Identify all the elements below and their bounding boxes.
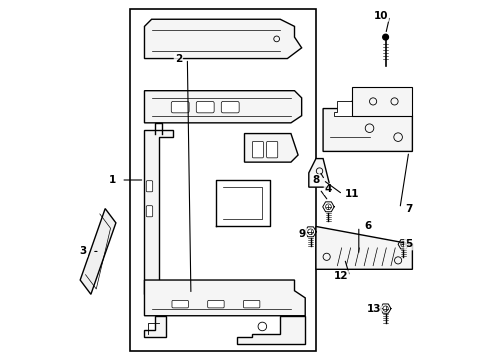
Text: 9: 9 [298, 229, 305, 239]
FancyBboxPatch shape [196, 102, 214, 113]
Polygon shape [144, 130, 173, 294]
Text: 11: 11 [344, 189, 358, 199]
Polygon shape [237, 316, 305, 344]
Text: 3: 3 [79, 247, 86, 256]
FancyBboxPatch shape [171, 102, 189, 113]
Polygon shape [333, 102, 351, 116]
Polygon shape [244, 134, 298, 162]
Text: 2: 2 [174, 54, 182, 64]
Polygon shape [351, 87, 411, 116]
Text: 13: 13 [366, 303, 380, 314]
Polygon shape [144, 280, 305, 316]
FancyBboxPatch shape [243, 300, 259, 308]
Polygon shape [315, 226, 411, 269]
FancyBboxPatch shape [207, 300, 224, 308]
Text: 8: 8 [312, 175, 319, 185]
Text: 7: 7 [404, 203, 412, 213]
FancyBboxPatch shape [252, 141, 263, 158]
Polygon shape [80, 208, 116, 294]
Text: 10: 10 [373, 11, 387, 21]
FancyBboxPatch shape [146, 206, 152, 217]
Text: 6: 6 [364, 221, 370, 231]
FancyBboxPatch shape [266, 141, 277, 158]
Text: 5: 5 [405, 239, 411, 249]
Polygon shape [323, 102, 411, 152]
Polygon shape [144, 316, 165, 337]
FancyBboxPatch shape [221, 102, 239, 113]
FancyBboxPatch shape [146, 181, 152, 192]
Polygon shape [144, 91, 301, 123]
Text: 12: 12 [333, 271, 347, 282]
Polygon shape [382, 34, 387, 40]
Text: 1: 1 [108, 175, 116, 185]
Polygon shape [308, 158, 329, 187]
Text: 4: 4 [324, 184, 331, 194]
Polygon shape [144, 19, 301, 59]
FancyBboxPatch shape [172, 300, 188, 308]
